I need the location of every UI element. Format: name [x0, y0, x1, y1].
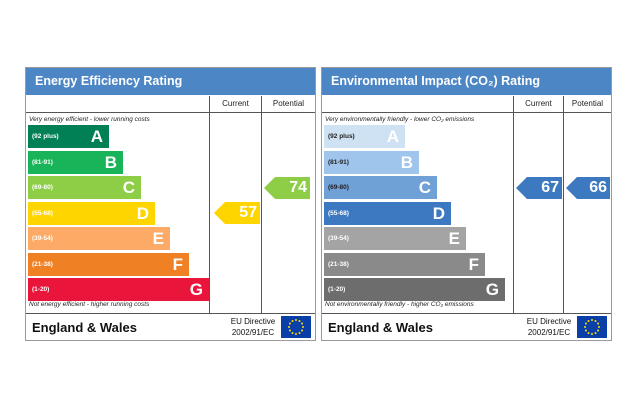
- band-range-label: (69-80): [328, 184, 349, 191]
- band-range-label: (92 plus): [328, 133, 355, 140]
- energy-current-rating-arrow: 57: [214, 202, 260, 224]
- band-range-label: (21-38): [32, 260, 53, 268]
- rating-band-g: (1-20) G: [28, 278, 209, 301]
- environmental-top-note: Very environmentally friendly - lower CO…: [325, 116, 475, 123]
- band-letter: G: [189, 280, 203, 299]
- energy-top-note: Very energy efficient - lower running co…: [29, 116, 150, 123]
- rating-band-f: (21-38) F: [324, 252, 485, 276]
- energy-potential-rating-arrow: 74: [264, 176, 310, 199]
- environmental-col-divider-1: [513, 96, 514, 314]
- band-range-label: (39-54): [32, 235, 53, 242]
- energy-country-label: England & Wales: [32, 320, 137, 335]
- eu-flag-icon: [281, 316, 311, 338]
- rating-band-b: (81-91) B: [28, 150, 123, 174]
- band-letter: D: [136, 203, 149, 223]
- rating-band-e: (39-54) E: [324, 227, 466, 250]
- environmental-potential-header: Potential: [571, 99, 604, 108]
- rating-band-a: (92 plus) A: [324, 125, 405, 148]
- band-letter: C: [418, 178, 431, 197]
- energy-rating-panel: Energy Efficiency Rating Current Potenti…: [25, 67, 316, 341]
- eu-flag-icon: [577, 316, 607, 338]
- band-range-label: (92 plus): [32, 133, 59, 140]
- energy-footer: England & Wales EU Directive 2002/91/EC: [26, 313, 315, 341]
- rating-band-a: (92 plus) A: [28, 125, 109, 148]
- band-letter: A: [386, 127, 399, 146]
- band-range-label: (55-68): [328, 209, 349, 217]
- rating-band-d: (55-68) D: [28, 201, 155, 225]
- band-range-label: (55-68): [32, 209, 53, 217]
- arrow-shape: [516, 176, 562, 199]
- environmental-country-label: England & Wales: [328, 320, 433, 335]
- energy-panel-title: Energy Efficiency Rating: [26, 68, 315, 95]
- band-range-label: (81-91): [32, 158, 53, 166]
- arrow-shape: [214, 202, 260, 224]
- directive-line-2: 2002/91/EC: [231, 328, 275, 337]
- band-range-label: (21-38): [328, 260, 349, 268]
- rating-band-e: (39-54) E: [28, 227, 170, 250]
- band-letter: C: [122, 178, 135, 197]
- environmental-potential-value: 66: [589, 178, 607, 196]
- environmental-bottom-note: Not environmentally friendly - higher CO…: [325, 301, 474, 308]
- rating-band-f: (21-38) F: [28, 252, 189, 276]
- environmental-footer: England & Wales EU Directive 2002/91/EC: [322, 313, 611, 341]
- band-range-label: (39-54): [328, 235, 349, 242]
- band-letter: A: [90, 127, 103, 146]
- environmental-rating-panel: Environmental Impact (CO₂) Rating Curren…: [321, 67, 612, 341]
- arrow-shape: [566, 176, 610, 199]
- band-range-label: (69-80): [32, 184, 53, 191]
- band-letter: B: [104, 152, 117, 172]
- environmental-current-value: 67: [541, 178, 559, 196]
- energy-potential-header: Potential: [272, 99, 305, 108]
- environmental-eu-directive: EU Directive 2002/91/EC: [521, 316, 577, 338]
- environmental-header-row: [322, 96, 611, 113]
- rating-band-c: (69-80) C: [324, 176, 437, 199]
- band-range-label: (81-91): [328, 158, 349, 166]
- environmental-panel-title: Environmental Impact (CO₂) Rating: [322, 68, 611, 95]
- band-letter: F: [468, 254, 479, 274]
- energy-eu-directive: EU Directive 2002/91/EC: [225, 316, 281, 338]
- environmental-col-divider-2: [563, 96, 564, 314]
- band-range-label: (1-20): [32, 286, 50, 293]
- arrow-shape: [264, 176, 310, 199]
- band-letter: F: [172, 254, 183, 274]
- energy-col-divider-2: [261, 96, 262, 314]
- energy-current-value: 57: [239, 204, 257, 221]
- rating-band-c: (69-80) C: [28, 176, 141, 199]
- energy-bottom-note: Not energy efficient - higher running co…: [29, 301, 150, 308]
- directive-line-1: EU Directive: [526, 317, 572, 326]
- environmental-current-header: Current: [525, 99, 552, 108]
- rating-band-g: (1-20) G: [324, 278, 505, 301]
- band-letter: E: [448, 229, 460, 248]
- energy-col-divider-1: [209, 96, 210, 314]
- band-letter: B: [400, 152, 413, 172]
- rating-band-b: (81-91) B: [324, 150, 419, 174]
- directive-line-1: EU Directive: [230, 317, 276, 326]
- directive-line-2: 2002/91/EC: [527, 328, 571, 337]
- rating-band-d: (55-68) D: [324, 201, 451, 225]
- band-letter: G: [485, 280, 499, 299]
- band-letter: D: [432, 203, 445, 223]
- band-range-label: (1-20): [328, 286, 346, 293]
- energy-potential-value: 74: [289, 178, 307, 196]
- environmental-potential-rating-arrow: 66: [566, 176, 610, 199]
- environmental-current-rating-arrow: 67: [516, 176, 562, 199]
- energy-current-header: Current: [222, 99, 249, 108]
- band-letter: E: [152, 229, 164, 248]
- energy-header-row: [26, 96, 315, 113]
